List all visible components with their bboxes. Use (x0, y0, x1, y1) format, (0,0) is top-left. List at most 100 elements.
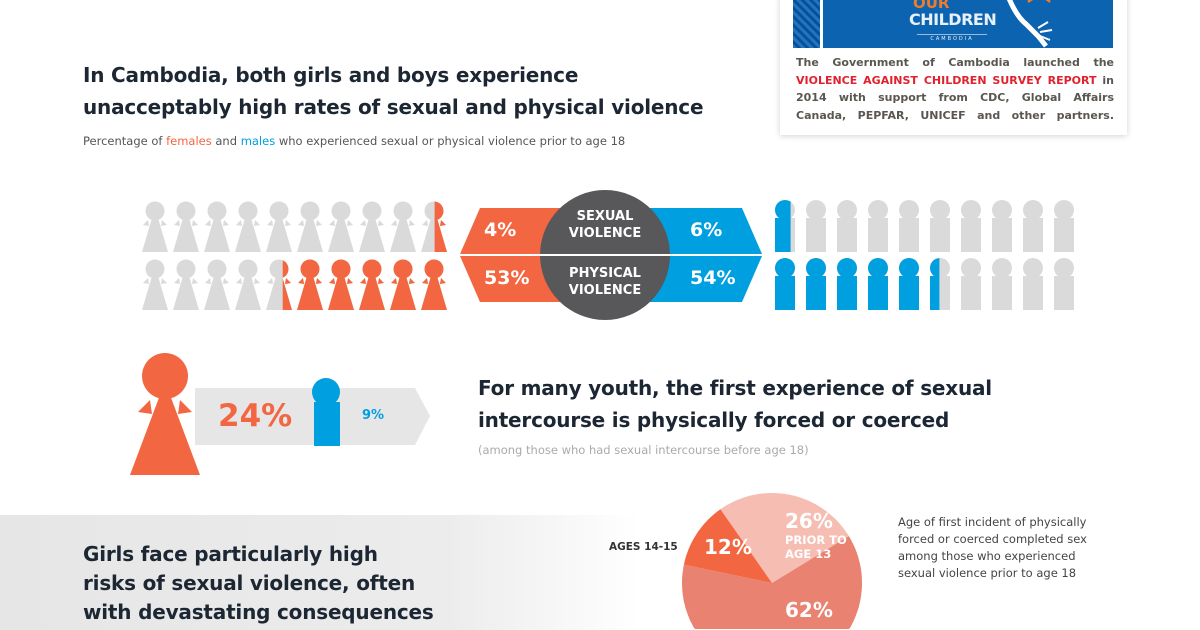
male-figure-icon (992, 258, 1012, 310)
male-figure-icon (837, 200, 857, 252)
female-figure-icon (235, 201, 261, 252)
section1-title-line2: unacceptably high rates of sexual and ph… (83, 95, 704, 119)
female-figure-icon (204, 201, 230, 252)
logo-text-our: OUR (913, 0, 950, 12)
legend-males: males (240, 134, 276, 148)
pie-chart (682, 493, 862, 629)
survey-description: The Government of Cambodia launched the … (796, 54, 1114, 124)
female-physical-band (460, 256, 560, 302)
male-figure-filled-icon (775, 200, 791, 252)
female-row-0-filled-4pct (434, 201, 447, 252)
female-forced-value: 24% (218, 398, 293, 434)
label-line: AGE 13 (785, 547, 832, 561)
sexual-violence-label: SEXUAL VIOLENCE (540, 208, 670, 242)
male-figure-icon (899, 200, 919, 252)
divider (540, 254, 670, 256)
male-figure-icon (1054, 258, 1074, 310)
female-figure-icon (359, 201, 385, 252)
label-line: VIOLENCE (568, 283, 642, 298)
survey-report-title: VIOLENCE AGAINST CHILDREN SURVEY REPORT (796, 73, 1097, 87)
female-figure-icon (235, 259, 261, 310)
pie-slice-62 (682, 536, 862, 629)
male-figure-icon (930, 200, 950, 252)
pie-label-prior-to-13: PRIOR TO AGE 13 (785, 533, 847, 561)
male-figure-icon (1023, 200, 1043, 252)
forced-sex-graphic (130, 353, 430, 475)
male-figure-filled-icon (868, 258, 888, 310)
female-physical-value: 53% (484, 267, 530, 289)
section2-title-line1: For many youth, the first experience of … (478, 376, 992, 400)
female-figure-icon (173, 201, 199, 252)
pie-value-62: 62% (785, 598, 833, 622)
male-row-0-filled-6pct (775, 200, 791, 252)
desc-line: among those who experienced (898, 549, 1076, 563)
card-text-intro: The Government of Cambodia launched the (796, 56, 1114, 69)
male-sexual-value: 6% (690, 219, 723, 241)
female-figure-icon (142, 201, 168, 252)
section2-title-line2: intercourse is physically forced or coer… (478, 408, 950, 432)
female-figure-filled-icon (434, 201, 447, 252)
section1-subtitle: Percentage of females and males who expe… (83, 134, 625, 148)
female-figure-icon (173, 259, 199, 310)
section3-background (0, 515, 640, 630)
male-physical-band (650, 256, 762, 302)
subtitle-text: Percentage of (83, 134, 167, 148)
male-figure-icon (961, 200, 981, 252)
male-figure-filled-icon (837, 258, 857, 310)
male-figure-icon (868, 200, 888, 252)
male-figure-icon (1023, 258, 1043, 310)
section3-title-line2: risks of sexual violence, often (83, 571, 415, 595)
male-figure-icon (806, 200, 826, 252)
label-line: PRIOR TO (785, 533, 847, 547)
pie-slice-26 (720, 493, 849, 583)
comparison-arrow-band (195, 388, 430, 445)
pie-value-26: 26% (785, 509, 833, 533)
desc-line: Age of first incident of physically (898, 515, 1087, 529)
pictogram-chart (142, 200, 1074, 310)
section2-note: (among those who had sexual intercourse … (478, 443, 809, 457)
section3-title-line1: Girls face particularly high (83, 542, 378, 566)
hand-logo-icon (1006, 0, 1053, 48)
female-figure-filled-icon (297, 259, 323, 310)
girl-figure-icon (130, 353, 200, 475)
female-sexual-value: 4% (484, 219, 517, 241)
female-figure-icon (266, 201, 292, 252)
female-figure-filled-icon (390, 259, 416, 310)
male-sexual-band (650, 208, 762, 254)
female-row-0-figures (142, 201, 447, 252)
physical-violence-label: PHYSICAL VIOLENCE (540, 265, 670, 299)
pattern-strip (793, 0, 823, 48)
logo-text-cambodia: CAMBODIA (917, 34, 987, 42)
female-figure-filled-icon (421, 259, 447, 310)
female-figure-icon (204, 259, 230, 310)
pie-label-ages-14-15: AGES 14-15 (609, 541, 678, 553)
female-figure-icon (328, 201, 354, 252)
male-row-1-filled-54pct (775, 258, 940, 310)
section3-title: Girls face particularly high risks of se… (83, 540, 434, 627)
our-children-logo-banner: OUR CHILDREN CAMBODIA (793, 0, 1113, 48)
pie-value-12: 12% (704, 535, 752, 559)
male-forced-value: 9% (362, 408, 385, 423)
male-figure-filled-icon (930, 258, 940, 310)
logo-text-children: CHILDREN (909, 10, 997, 29)
male-figure-icon (961, 258, 981, 310)
section2-title: For many youth, the first experience of … (478, 372, 992, 436)
male-physical-value: 54% (690, 267, 736, 289)
female-figure-filled-icon (359, 259, 385, 310)
male-figure-filled-icon (899, 258, 919, 310)
survey-info-card: OUR CHILDREN CAMBODIA The Government of … (780, 0, 1127, 135)
female-figure-icon (390, 201, 416, 252)
subtitle-text: and (211, 134, 241, 148)
male-figure-icon (1054, 200, 1074, 252)
pie-description: Age of first incident of physically forc… (898, 514, 1087, 582)
female-figure-icon (142, 259, 168, 310)
male-figure-filled-icon (775, 258, 795, 310)
female-figure-filled-icon (328, 259, 354, 310)
male-figure-icon (992, 200, 1012, 252)
female-row-1-filled-53pct (282, 259, 447, 310)
label-line: SEXUAL (576, 209, 634, 224)
section1-title: In Cambodia, both girls and boys experie… (83, 59, 704, 123)
label-line: VIOLENCE (568, 226, 642, 241)
female-sexual-band (460, 208, 560, 254)
male-row-0-figures (775, 200, 1074, 252)
